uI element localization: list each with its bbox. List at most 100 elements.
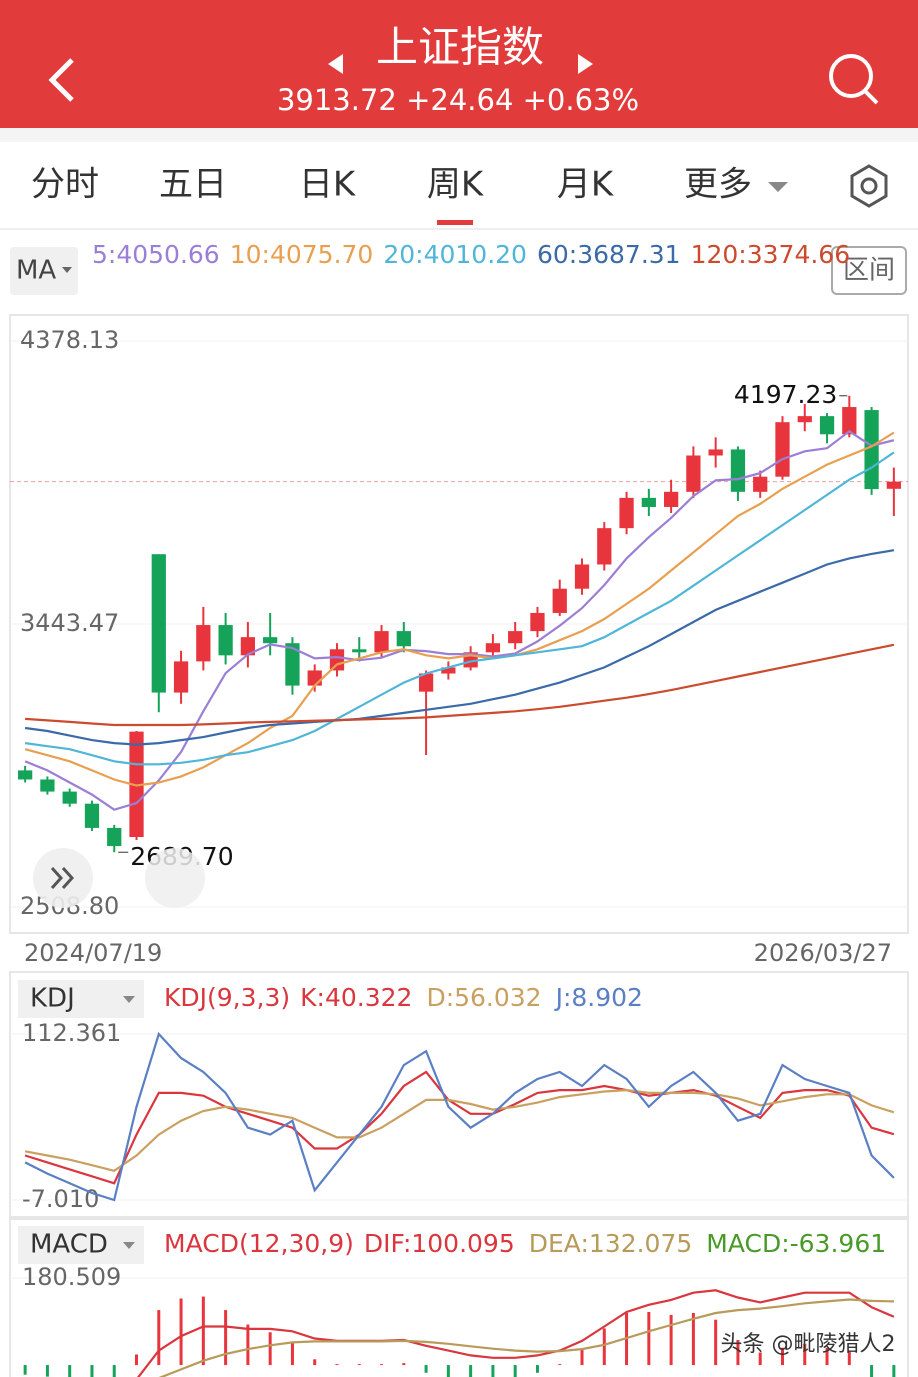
search-handle [863, 89, 879, 105]
macd-bar [424, 1365, 428, 1373]
macd-bar [892, 1365, 896, 1377]
tab[interactable]: 周K [427, 165, 485, 205]
macd-bar [313, 1359, 317, 1366]
indicator-selector-label: MACD [30, 1230, 108, 1260]
candle-body [530, 612, 545, 632]
candle-body [886, 481, 901, 489]
macd-bar [736, 1339, 740, 1366]
ma-legend: 60:3687.31 [537, 240, 681, 269]
tab-underline [437, 220, 473, 225]
macd-bar [135, 1354, 139, 1366]
charts: 4378.133443.472508.805:4050.6610:4075.70… [10, 240, 908, 1377]
candle-body [485, 643, 501, 653]
reset-button[interactable] [145, 848, 205, 908]
quote: 3913.72 +24.64 +0.63% [277, 83, 639, 117]
extreme-label: 4197.23 [734, 380, 837, 409]
tab[interactable]: 五日 [159, 165, 227, 205]
header-bar [0, 0, 918, 128]
ma-legend: 5:4050.66 [92, 240, 220, 269]
indicator-selector[interactable] [18, 980, 144, 1018]
y-tick-label: 3443.47 [20, 609, 119, 637]
macd-bar [714, 1319, 718, 1366]
candle-body [663, 491, 679, 507]
candle-body [129, 731, 144, 837]
candle-body [508, 631, 523, 644]
more-caret [768, 182, 788, 192]
candle-body [441, 667, 456, 674]
macd-bar [847, 1351, 851, 1366]
back-button[interactable] [48, 58, 74, 102]
legend-entry: DEA:132.075 [529, 1229, 693, 1258]
x-tick-label: 2026/03/27 [754, 939, 892, 967]
candle-body [107, 827, 122, 847]
macd-bar [580, 1348, 584, 1366]
settings-button[interactable] [850, 164, 888, 208]
indicator-selector-label: KDJ [30, 984, 75, 1014]
legend-entry: J:8.902 [554, 983, 643, 1012]
macd-bar [780, 1347, 784, 1366]
macd-line [158, 1298, 894, 1377]
macd-frame [9, 1218, 909, 1377]
macd-bar [380, 1364, 384, 1366]
tab[interactable]: 分时 [31, 165, 99, 205]
candle-body [708, 449, 723, 456]
candle-body [753, 476, 768, 492]
legend-title: MACD(12,30,9) [164, 1229, 354, 1258]
candle-body [552, 588, 567, 613]
range-button[interactable] [831, 246, 907, 295]
candle-body [62, 791, 77, 804]
macd-bar [535, 1365, 539, 1373]
search-button[interactable] [829, 54, 873, 98]
y-tick-label: 180.509 [22, 1263, 121, 1291]
y-tick-label: -7.010 [22, 1185, 99, 1213]
candle-body [84, 803, 100, 828]
prev-arrow[interactable] [328, 54, 343, 74]
macd-bar [45, 1365, 49, 1377]
candle-body [686, 455, 701, 492]
legend-entry: D:56.032 [426, 983, 541, 1012]
macd-bar [491, 1365, 495, 1377]
macd-bar [68, 1365, 72, 1377]
candle-body [396, 631, 411, 647]
candle-body [797, 416, 812, 423]
candle-body [418, 673, 434, 692]
macd-bar [558, 1364, 562, 1366]
candle-body [263, 637, 278, 644]
macd-bar [669, 1314, 673, 1366]
settings-dot [860, 177, 878, 195]
selector-caret [123, 996, 135, 1003]
candle-body [240, 637, 256, 656]
macd-bar [112, 1365, 116, 1377]
next-arrow[interactable] [578, 54, 593, 74]
legend-entry: K:40.322 [300, 983, 412, 1012]
macd-bar [647, 1312, 651, 1366]
tab[interactable]: 月K [557, 165, 615, 205]
candle-body [307, 670, 322, 686]
candle-body [374, 631, 389, 653]
ma-line [25, 643, 895, 727]
candle-body [18, 770, 33, 780]
macd-bar [691, 1312, 695, 1366]
candle-body [641, 497, 656, 507]
indicator-line [24, 1070, 895, 1185]
range-button-label: 区间 [843, 256, 895, 286]
tab[interactable]: 日K [299, 165, 357, 205]
ma-legend: 10:4075.70 [230, 240, 374, 269]
indicator-selector[interactable] [18, 1226, 144, 1264]
macd-bar [469, 1365, 473, 1377]
tab[interactable]: 更多 [684, 165, 752, 205]
ma-selector[interactable] [10, 247, 78, 295]
macd-bar [224, 1310, 228, 1366]
ma-line [24, 451, 895, 766]
legend-entry: MACD:-63.961 [706, 1229, 886, 1258]
ma-line [24, 431, 895, 787]
x-tick-label: 2024/07/19 [24, 939, 162, 967]
macd-bar [446, 1365, 450, 1377]
candle-body [285, 643, 300, 686]
macd-bar [335, 1364, 339, 1366]
candle-body [352, 649, 367, 653]
candle-body [842, 407, 857, 435]
candle-body [619, 497, 634, 529]
y-tick-label: 4378.13 [20, 326, 119, 354]
